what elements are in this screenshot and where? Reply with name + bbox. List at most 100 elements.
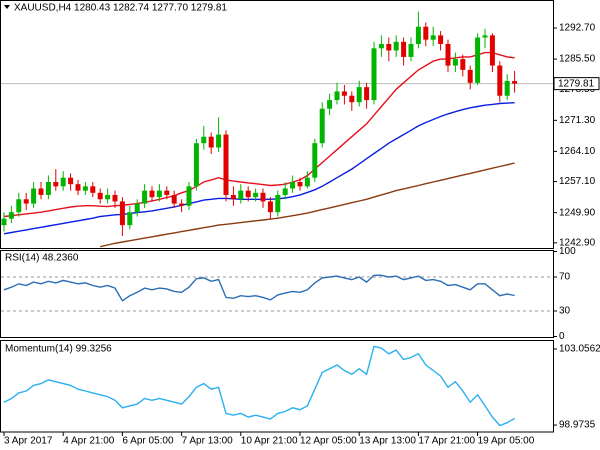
candle-body — [245, 190, 251, 198]
candle-body — [53, 182, 59, 187]
y-tick-label: 100 — [559, 246, 576, 257]
candle-body — [223, 134, 229, 195]
x-tick-label: 17 Apr 21:00 — [418, 436, 475, 447]
candle-body — [38, 188, 44, 195]
candle-body — [445, 43, 451, 66]
x-tick-label: 7 Apr 13:00 — [182, 436, 234, 447]
candle-body — [327, 100, 333, 109]
candle-body — [282, 188, 288, 195]
candle-body — [142, 190, 148, 204]
candle-body — [460, 59, 466, 70]
candle-body — [467, 69, 473, 83]
candle-body — [371, 48, 377, 101]
y-tick-label: 1264.10 — [559, 146, 596, 157]
y-tick-label: 1249.90 — [559, 207, 596, 218]
candle-body — [275, 194, 281, 213]
y-tick-label: 1292.70 — [559, 23, 596, 34]
candle-body — [82, 186, 88, 191]
candle-body — [23, 199, 29, 204]
candle-body — [319, 108, 325, 144]
x-tick-label: 6 Apr 05:00 — [122, 436, 174, 447]
y-tick-label: 0 — [559, 331, 565, 342]
candle-body — [290, 182, 296, 189]
y-tick-label: 103.0562 — [559, 344, 600, 355]
candle-body — [475, 37, 481, 83]
candle-body — [504, 80, 510, 96]
candle-body — [364, 87, 370, 101]
candle-body — [334, 91, 340, 101]
y-tick-label: 1257.10 — [559, 176, 596, 187]
candle-body — [16, 199, 22, 213]
candle-body — [171, 194, 177, 204]
candle-body — [297, 182, 303, 187]
candle-body — [401, 41, 407, 57]
price-tag — [553, 77, 600, 91]
candle-body — [304, 177, 310, 187]
candle-body — [208, 136, 214, 148]
candle-body — [423, 26, 429, 40]
candle-body — [378, 43, 384, 49]
candle-body — [452, 59, 458, 66]
candle-body — [386, 43, 392, 51]
candle-body — [60, 177, 66, 187]
y-tick-label: 70 — [559, 272, 571, 283]
moving-average — [100, 162, 515, 248]
x-tick-label: 3 Apr 2017 — [4, 436, 53, 447]
indicator-line — [3, 274, 515, 302]
y-tick-label: 98.9735 — [559, 420, 596, 431]
candle-body — [119, 201, 125, 226]
rsi-title: RSI(14) 48.2360 — [5, 253, 79, 264]
y-tick-label: 30 — [559, 306, 571, 317]
x-tick-label: 13 Apr 13:00 — [359, 436, 416, 447]
candle-body — [8, 212, 14, 219]
candle-body — [90, 186, 96, 193]
momentum-title: Momentum(14) 99.3256 — [5, 344, 112, 355]
candle-body — [97, 192, 103, 200]
moving-average — [3, 51, 515, 218]
chart-title: XAUUSD,H4 1280.43 1282.74 1277.70 1279.8… — [14, 3, 227, 14]
candle-body — [1, 218, 7, 226]
candle-body — [127, 212, 133, 226]
candle-body — [45, 182, 51, 195]
x-tick-label: 10 Apr 21:00 — [241, 436, 298, 447]
price-tag-label: 1279.81 — [558, 78, 595, 89]
candle-body — [260, 192, 266, 202]
candle-body — [393, 41, 399, 51]
candle-body — [482, 35, 488, 38]
moving-average — [3, 102, 515, 235]
indicator-line — [3, 345, 515, 427]
candle-body — [408, 43, 414, 57]
candle-body — [349, 95, 355, 103]
candle-body — [75, 184, 81, 191]
y-tick-label: 1242.90 — [559, 237, 596, 248]
candle-body — [356, 87, 362, 103]
candle-body — [267, 201, 273, 213]
candle-body — [156, 190, 162, 198]
x-tick-label: 12 Apr 05:00 — [300, 436, 357, 447]
candle-body — [230, 194, 236, 200]
candle-body — [341, 91, 347, 96]
y-tick-label: 1271.30 — [559, 115, 596, 126]
candle-body — [238, 190, 244, 200]
candle-body — [134, 203, 140, 213]
candle-body — [68, 177, 74, 185]
y-tick-label: 1285.50 — [559, 54, 596, 65]
rsi-panel — [0, 250, 554, 338]
menu-triangle — [4, 5, 10, 9]
x-tick-label: 4 Apr 21:00 — [63, 436, 115, 447]
candle-body — [489, 35, 495, 66]
candle-body — [164, 190, 170, 195]
main-panel — [0, 0, 554, 249]
x-tick-label: 19 Apr 05:00 — [478, 436, 535, 447]
candle-body — [31, 188, 37, 204]
candle-body — [179, 203, 185, 206]
candle-body — [112, 194, 118, 202]
momentum-panel — [0, 340, 554, 433]
candle-body — [430, 35, 436, 40]
candle-body — [438, 35, 444, 44]
candle-body — [149, 190, 155, 198]
candle-body — [201, 136, 207, 144]
candle-body — [512, 80, 518, 84]
